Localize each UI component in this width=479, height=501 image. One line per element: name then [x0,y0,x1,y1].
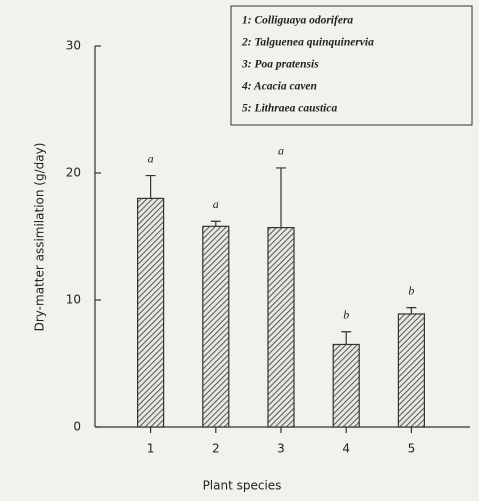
bar [137,197,165,428]
legend-entry: 1: Colliguaya odorifera [242,15,353,27]
x-axis-label: Plant species [203,479,282,493]
x-tick-label: 2 [212,442,220,456]
error-bar [145,174,156,199]
legend-box [230,5,473,126]
error-bar [341,331,352,345]
bar [332,343,360,428]
bar [397,313,425,428]
significance-letter: a [213,197,219,211]
significance-letter: b [408,283,414,297]
legend-entry: 3: Poa pratensis [241,59,319,71]
significance-letter: a [278,144,284,158]
significance-letter: b [343,308,349,322]
significance-letter: a [148,151,154,165]
legend-entry: 4: Acacia caven [241,81,317,93]
y-tick-label: 0 [73,420,81,434]
x-tick-label: 1 [147,442,155,456]
legend-entry: 5: Lithraea caustica [242,103,337,115]
bar [202,225,230,428]
error-bar [210,220,221,227]
error-bar [276,167,286,228]
x-tick-label: 4 [342,442,350,456]
y-tick-label: 10 [66,293,81,307]
y-axis-label: Dry-matter assimilation (g/day) [33,143,47,332]
y-tick-label: 30 [66,39,81,53]
error-bar [406,307,417,314]
x-tick-label: 3 [277,442,285,456]
legend-entry: 2: Talguenea quinquinervia [241,37,374,49]
bar [267,227,295,428]
x-tick-label: 5 [408,442,416,456]
y-tick-label: 20 [66,166,81,180]
